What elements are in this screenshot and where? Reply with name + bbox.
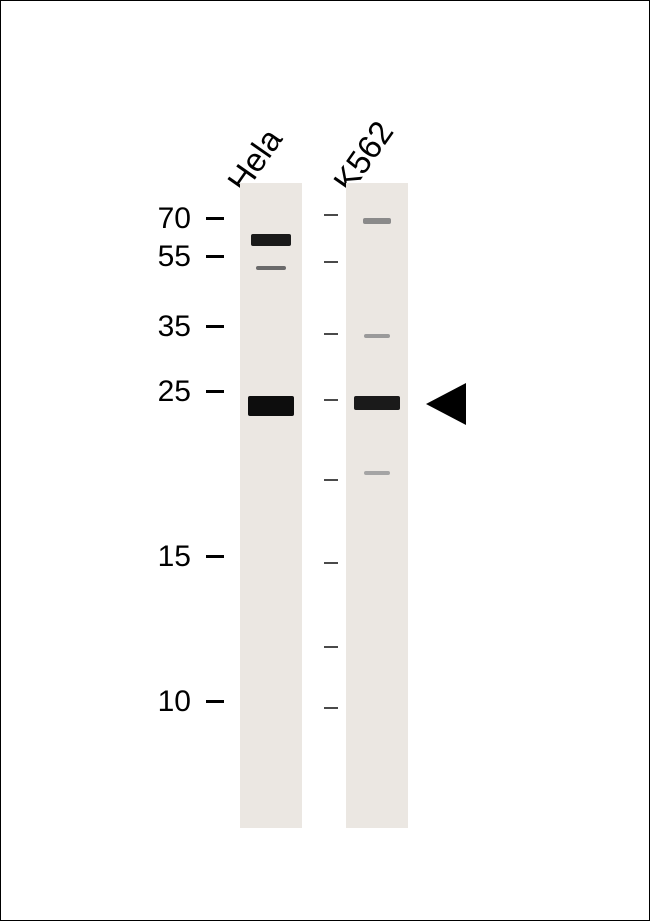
mw-label-70: 70	[141, 202, 191, 236]
band-k562-1	[363, 218, 391, 224]
mw-tick-35	[206, 325, 224, 328]
lane-k562	[346, 183, 408, 828]
target-arrow-icon	[426, 383, 466, 425]
ladder-tick	[324, 333, 338, 335]
band-hela-2	[256, 266, 286, 270]
ladder-tick	[324, 399, 338, 401]
mw-label-text: 10	[158, 685, 191, 718]
ladder-tick	[324, 562, 338, 564]
mw-label-25: 25	[141, 375, 191, 409]
mw-tick-15	[206, 555, 224, 558]
ladder-tick	[324, 479, 338, 481]
mw-tick-10	[206, 700, 224, 703]
ladder-tick	[324, 707, 338, 709]
mw-label-text: 25	[158, 375, 191, 408]
mw-label-text: 70	[158, 202, 191, 235]
mw-tick-55	[206, 255, 224, 258]
lane-hela	[240, 183, 302, 828]
blot-container: Hela K562 70 55 35 25 15 10	[1, 1, 649, 920]
band-hela-1	[251, 234, 291, 246]
mw-label-55: 55	[141, 240, 191, 274]
mw-label-text: 55	[158, 240, 191, 273]
mw-label-text: 35	[158, 310, 191, 343]
mw-label-text: 15	[158, 540, 191, 573]
mw-label-10: 10	[141, 685, 191, 719]
band-k562-2	[364, 334, 390, 338]
band-k562-3	[354, 396, 400, 410]
ladder-tick	[324, 646, 338, 648]
ladder-tick	[324, 214, 338, 216]
ladder-tick	[324, 261, 338, 263]
band-k562-4	[364, 471, 390, 475]
mw-label-35: 35	[141, 310, 191, 344]
band-hela-3	[248, 396, 294, 416]
mw-tick-70	[206, 217, 224, 220]
mw-label-15: 15	[141, 540, 191, 574]
mw-tick-25	[206, 390, 224, 393]
